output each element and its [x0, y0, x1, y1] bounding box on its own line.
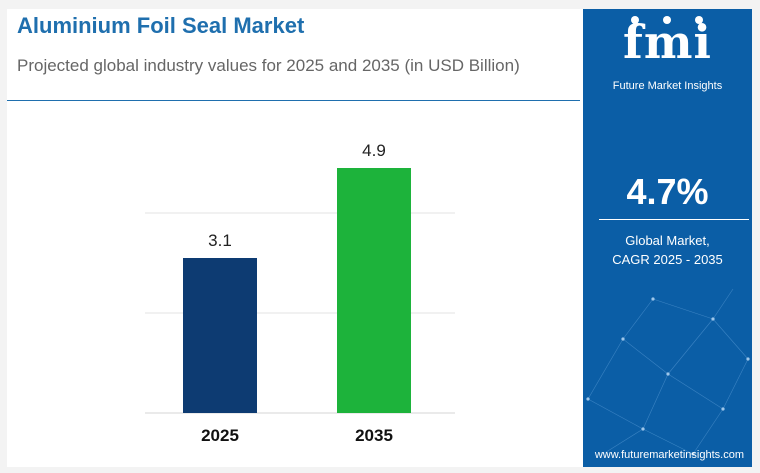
chart-subtitle: Projected global industry values for 202…	[17, 56, 520, 75]
website-link[interactable]: www.futuremarketinsights.com	[594, 449, 744, 461]
bar-chart: 3.1 2025 4.9 2035	[145, 141, 455, 445]
value-label-2025: 3.1	[208, 231, 232, 250]
chart-title: Aluminium Foil Seal Market	[17, 13, 305, 38]
title-divider	[7, 100, 580, 101]
x-tick-2025: 2025	[201, 426, 239, 445]
fmi-side-panel: fmi Future Market Insights 4.7% Global M…	[583, 9, 752, 467]
x-tick-2035: 2035	[355, 426, 393, 445]
bar-2025	[183, 258, 257, 413]
fmi-logo: fmi	[623, 15, 712, 69]
bar-2035	[337, 168, 411, 413]
logo-people-icon	[631, 16, 703, 24]
network-pattern	[586, 288, 750, 456]
cagr-label-line2: CAGR 2025 - 2035	[612, 252, 723, 267]
cagr-value: 4.7%	[626, 171, 709, 212]
cagr-label-line1: Global Market,	[625, 233, 710, 248]
infographic-card: Aluminium Foil Seal Market Projected glo…	[7, 9, 752, 467]
cagr-label: Global Market, CAGR 2025 - 2035	[583, 231, 752, 269]
cagr-divider	[599, 219, 749, 220]
value-label-2035: 4.9	[362, 141, 386, 160]
logo-subtitle: Future Market Insights	[612, 80, 723, 92]
